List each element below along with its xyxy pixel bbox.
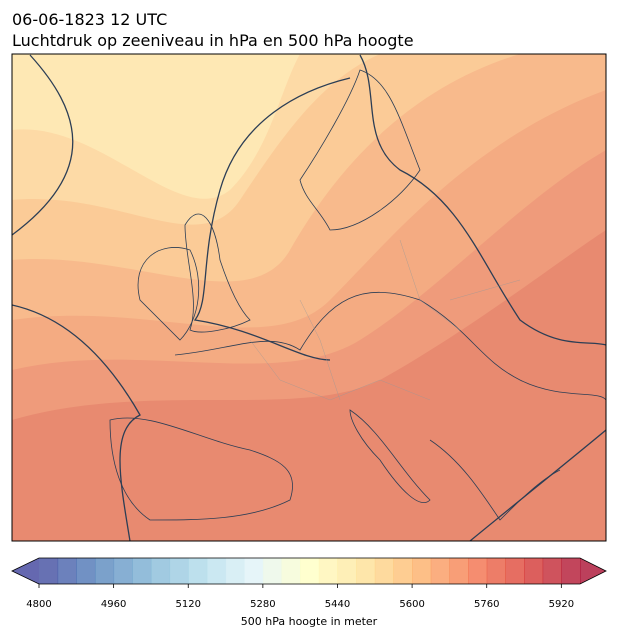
colorbar-tick-label: 5280	[250, 599, 275, 610]
isobar	[12, 54, 74, 236]
isobar	[359, 54, 606, 346]
colorbar: 4800 4960 5120 5280 5440 5600 5760 5920	[11, 557, 607, 610]
colorbar-extend	[12, 558, 39, 584]
colorbar-segment	[76, 558, 96, 584]
colorbar-extend	[580, 558, 606, 584]
colorbar-label: 500 hPa hoogte in meter	[241, 615, 378, 628]
colorbar-tick-label: 4800	[26, 599, 51, 610]
colorbar-segment	[561, 558, 581, 584]
colorbar-segment	[430, 558, 450, 584]
title: 06-06-1823 12 UTC	[12, 10, 167, 29]
colorbar-segment	[244, 558, 264, 584]
colorbar-segment	[393, 558, 413, 584]
colorbar-segment	[132, 558, 152, 584]
isobar	[12, 304, 141, 541]
coastline	[109, 417, 293, 521]
colorbar-segment	[262, 558, 283, 584]
colorbar-segment	[374, 558, 394, 584]
colorbar-tick-label: 5600	[399, 599, 424, 610]
colorbar-tick-label: 5440	[325, 599, 350, 610]
colorbar-segment	[150, 558, 171, 584]
colorbar-segment	[468, 558, 488, 584]
colorbar-segment	[318, 558, 338, 584]
colorbar-segment	[449, 558, 469, 584]
border	[249, 239, 521, 401]
colorbar-segment	[188, 558, 208, 584]
coastline	[349, 409, 431, 503]
colorbar-segment	[300, 558, 320, 584]
colorbar-segment	[169, 558, 189, 584]
colorbar-segment	[206, 558, 227, 584]
isobar	[469, 429, 606, 541]
colorbar-segment	[337, 558, 357, 584]
colorbar-segment	[486, 558, 506, 584]
isobar	[193, 77, 351, 361]
map-frame	[11, 53, 607, 542]
coastline	[429, 439, 561, 521]
colorbar-segment	[281, 558, 301, 584]
colorbar-segment	[57, 558, 77, 584]
coastline	[299, 69, 421, 231]
colorbar-tick-label: 5760	[474, 599, 499, 610]
map	[12, 54, 606, 541]
colorbar-segment	[225, 558, 245, 584]
colorbar-tick-label: 4960	[101, 599, 126, 610]
colorbar-segment	[113, 558, 133, 584]
colorbar-segment	[524, 558, 544, 584]
colorbar-segment	[39, 558, 59, 584]
colorbar-tick-label: 5120	[176, 599, 201, 610]
contour-band	[12, 54, 300, 199]
colorbar-segment	[356, 558, 376, 584]
colorbar-segment	[505, 558, 525, 584]
subtitle: Luchtdruk op zeeniveau in hPa en 500 hPa…	[12, 31, 414, 50]
colorbar-segment	[94, 558, 115, 584]
colorbar-tick-label: 5920	[549, 599, 574, 610]
colorbar-segment	[412, 558, 432, 584]
coastline	[184, 213, 251, 333]
coastline	[174, 292, 606, 401]
colorbar-segment	[542, 558, 562, 584]
coastline	[137, 247, 200, 341]
